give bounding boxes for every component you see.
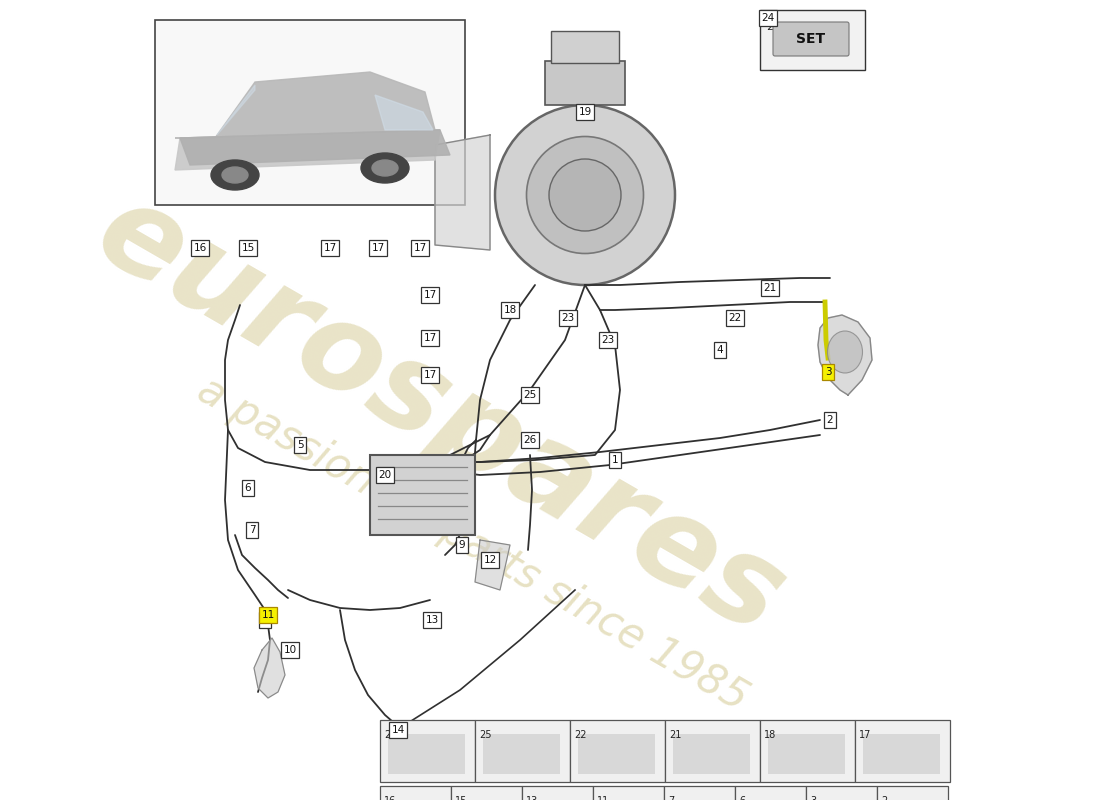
Polygon shape xyxy=(375,95,433,130)
Text: 24: 24 xyxy=(766,22,780,32)
Bar xyxy=(483,734,560,774)
Text: 12: 12 xyxy=(483,555,496,565)
Polygon shape xyxy=(175,72,440,138)
FancyBboxPatch shape xyxy=(773,22,849,56)
Text: SET: SET xyxy=(796,32,826,46)
Text: eurospares: eurospares xyxy=(76,172,804,660)
Bar xyxy=(475,720,570,782)
Text: 3: 3 xyxy=(825,367,832,377)
Text: 17: 17 xyxy=(859,730,871,740)
Polygon shape xyxy=(217,85,255,135)
Bar xyxy=(664,786,735,800)
Text: 10: 10 xyxy=(284,645,297,655)
Text: 8: 8 xyxy=(262,615,268,625)
Text: 23: 23 xyxy=(602,335,615,345)
Ellipse shape xyxy=(549,159,621,231)
Text: 6: 6 xyxy=(244,483,251,493)
Text: 24: 24 xyxy=(761,13,774,23)
Polygon shape xyxy=(475,540,510,590)
Text: 16: 16 xyxy=(194,243,207,253)
Text: 13: 13 xyxy=(426,615,439,625)
Text: 13: 13 xyxy=(526,796,538,800)
Text: 17: 17 xyxy=(424,333,437,343)
Bar xyxy=(735,786,806,800)
Bar xyxy=(570,720,666,782)
Bar xyxy=(768,734,845,774)
Text: 2: 2 xyxy=(881,796,888,800)
Text: 7: 7 xyxy=(668,796,674,800)
Bar xyxy=(593,786,664,800)
Bar xyxy=(855,720,950,782)
Ellipse shape xyxy=(827,331,862,373)
Text: 19: 19 xyxy=(579,107,592,117)
Text: 9: 9 xyxy=(459,540,465,550)
Ellipse shape xyxy=(495,105,675,285)
Text: 20: 20 xyxy=(378,470,392,480)
Polygon shape xyxy=(818,315,872,395)
Text: 21: 21 xyxy=(669,730,681,740)
Text: 25: 25 xyxy=(524,390,537,400)
Text: 3: 3 xyxy=(810,796,816,800)
Text: 5: 5 xyxy=(297,440,304,450)
Text: 22: 22 xyxy=(728,313,741,323)
Bar xyxy=(864,734,940,774)
Text: 25: 25 xyxy=(478,730,492,740)
Bar xyxy=(155,20,465,205)
Bar xyxy=(388,734,465,774)
Text: 18: 18 xyxy=(764,730,777,740)
Text: 6: 6 xyxy=(739,796,745,800)
Bar xyxy=(760,720,855,782)
Text: 22: 22 xyxy=(574,730,586,740)
FancyBboxPatch shape xyxy=(544,61,625,105)
Bar xyxy=(451,786,522,800)
Text: 2: 2 xyxy=(827,415,834,425)
Text: 14: 14 xyxy=(392,725,405,735)
Bar xyxy=(379,720,475,782)
Polygon shape xyxy=(180,130,450,165)
Text: 4: 4 xyxy=(717,345,724,355)
Ellipse shape xyxy=(211,160,258,190)
Bar xyxy=(673,734,750,774)
Text: 26: 26 xyxy=(524,435,537,445)
Text: 17: 17 xyxy=(372,243,385,253)
Text: 15: 15 xyxy=(241,243,254,253)
Bar xyxy=(806,786,877,800)
Text: 16: 16 xyxy=(384,796,396,800)
Ellipse shape xyxy=(527,137,644,254)
Polygon shape xyxy=(434,135,490,250)
Text: 17: 17 xyxy=(424,370,437,380)
Ellipse shape xyxy=(361,153,409,183)
Ellipse shape xyxy=(222,167,248,183)
Text: 18: 18 xyxy=(504,305,517,315)
Text: 26: 26 xyxy=(384,730,396,740)
Text: 1: 1 xyxy=(612,455,618,465)
Text: 15: 15 xyxy=(455,796,468,800)
Bar xyxy=(370,455,475,535)
Bar xyxy=(578,734,654,774)
Text: 17: 17 xyxy=(414,243,427,253)
Text: 7: 7 xyxy=(249,525,255,535)
Bar xyxy=(877,786,948,800)
Bar xyxy=(760,10,865,70)
Polygon shape xyxy=(175,130,440,170)
Text: 17: 17 xyxy=(323,243,337,253)
Bar xyxy=(666,720,760,782)
Ellipse shape xyxy=(372,160,398,176)
Text: a passion for parts since 1985: a passion for parts since 1985 xyxy=(190,369,756,719)
Text: 17: 17 xyxy=(424,290,437,300)
Text: 21: 21 xyxy=(763,283,777,293)
Text: 11: 11 xyxy=(597,796,609,800)
Text: 23: 23 xyxy=(561,313,574,323)
Text: 11: 11 xyxy=(262,610,275,620)
Bar xyxy=(522,786,593,800)
Polygon shape xyxy=(254,638,285,698)
FancyBboxPatch shape xyxy=(551,31,619,63)
Bar xyxy=(379,786,451,800)
